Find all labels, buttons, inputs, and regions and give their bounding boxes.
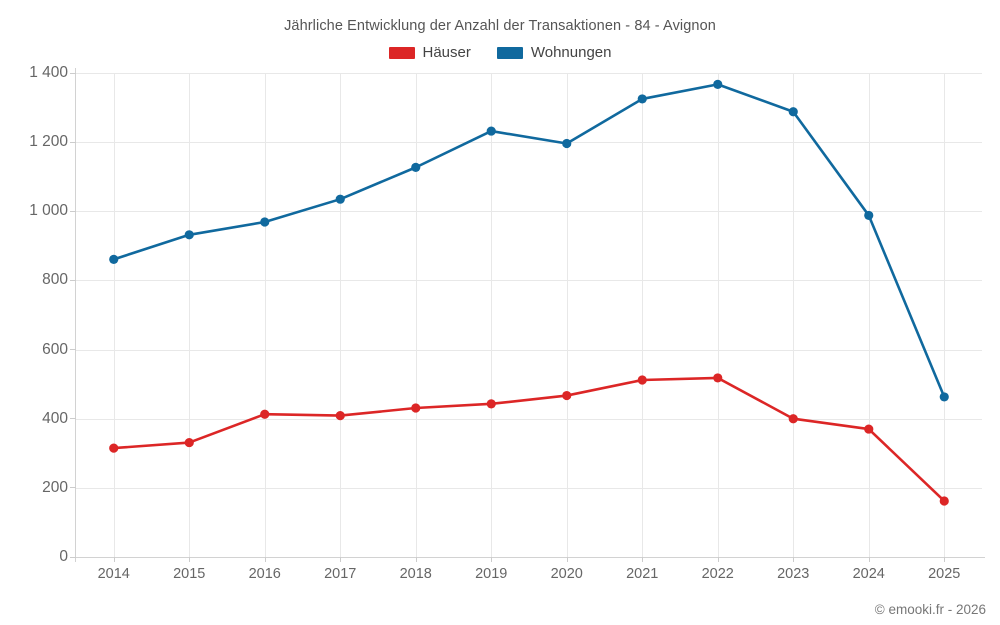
gridline-horizontal (76, 280, 982, 282)
y-axis-tick-mark (70, 72, 76, 74)
gridline-vertical (264, 73, 266, 557)
x-axis-tick-label: 2022 (701, 566, 734, 582)
plot-area (76, 73, 982, 558)
y-axis-tick-label: 600 (42, 340, 68, 358)
footer-credit: © emooki.fr - 2026 (874, 602, 986, 617)
legend-item-label: Wohnungen (530, 44, 612, 61)
line-swatch-icon (388, 46, 415, 59)
y-axis-tick-label: 400 (42, 409, 68, 427)
y-axis-tick-label: 1 000 (29, 202, 68, 220)
gridline-vertical (113, 73, 115, 557)
x-axis-tick-label: 2014 (97, 566, 130, 582)
x-axis-tick-mark (264, 557, 266, 562)
gridline-vertical (868, 73, 870, 557)
gridline-vertical (566, 73, 568, 557)
y-axis-tick-labels: 0 200 400 600 800 1 000 1 200 1 400 (0, 0, 68, 625)
x-axis-tick-label: 2025 (928, 566, 961, 582)
x-axis-tick-label: 2021 (626, 566, 659, 582)
x-axis-tick-mark (415, 557, 417, 562)
x-axis-tick-label: 2020 (550, 566, 583, 582)
gridline-horizontal (76, 487, 982, 489)
x-axis-tick-mark (868, 557, 870, 562)
gridline-horizontal (76, 142, 982, 144)
y-axis-tick-mark (70, 556, 76, 558)
gridline-horizontal (76, 73, 982, 74)
x-axis-tick-mark (793, 557, 795, 562)
y-axis-tick-mark (70, 210, 76, 212)
x-axis-tick-mark (491, 557, 493, 562)
x-axis-line (75, 557, 985, 558)
legend-item-wohnungen[interactable]: Wohnungen (496, 44, 612, 61)
x-axis-tick-label: 2024 (852, 566, 885, 582)
gridline-vertical (340, 73, 342, 557)
y-axis-tick-label: 800 (42, 271, 68, 289)
y-axis-tick-label: 1 400 (29, 64, 68, 81)
y-axis-tick-mark (70, 418, 76, 420)
x-axis-tick-mark (113, 557, 115, 562)
x-axis-tick-mark (189, 557, 191, 562)
x-axis-tick-label: 2019 (475, 566, 508, 582)
chart-legend: Häuser Wohnungen (0, 44, 1000, 61)
legend-item-hauser[interactable]: Häuser (388, 44, 471, 61)
x-axis-tick-label: 2023 (777, 566, 810, 582)
x-axis-tick-mark (642, 557, 644, 562)
gridline-horizontal (76, 418, 982, 420)
line-swatch-icon (496, 46, 523, 59)
x-axis-tick-mark (566, 557, 568, 562)
gridline-vertical (793, 73, 795, 557)
gridline-vertical (717, 73, 719, 557)
legend-item-label: Häuser (422, 44, 471, 61)
x-axis-tick-label: 2018 (399, 566, 432, 582)
y-axis-tick-mark (70, 487, 76, 489)
x-axis-tick-mark (340, 557, 342, 562)
y-axis-line (75, 68, 76, 562)
gridline-horizontal (76, 211, 982, 213)
y-axis-tick-mark (70, 349, 76, 351)
gridline-vertical (944, 73, 946, 557)
gridline-vertical (189, 73, 191, 557)
x-axis-tick-label: 2016 (248, 566, 281, 582)
x-axis-tick-mark (717, 557, 719, 562)
y-axis-tick-mark (70, 141, 76, 143)
x-axis-tick-label: 2017 (324, 566, 357, 582)
gridline-vertical (642, 73, 644, 557)
gridline-vertical (415, 73, 417, 557)
x-axis-tick-mark (944, 557, 946, 562)
gridline-vertical (491, 73, 493, 557)
y-axis-tick-label: 1 200 (29, 133, 68, 151)
y-axis-tick-label: 0 (59, 548, 68, 565)
y-axis-tick-mark (70, 279, 76, 281)
gridline-horizontal (76, 349, 982, 351)
x-axis-tick-label: 2015 (173, 566, 206, 582)
y-axis-tick-label: 200 (42, 478, 68, 496)
chart-title: Jährliche Entwicklung der Anzahl der Tra… (284, 18, 716, 34)
